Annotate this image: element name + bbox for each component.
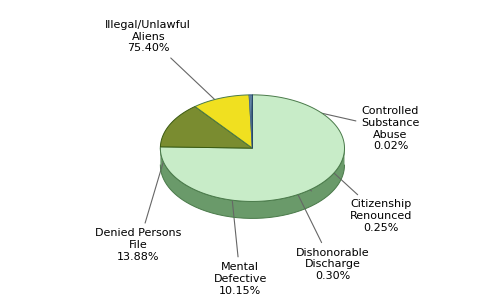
Text: Dishonorable
Discharge
0.30%: Dishonorable Discharge 0.30%	[252, 100, 369, 281]
Text: Denied Persons
File
13.88%: Denied Persons File 13.88%	[96, 128, 182, 262]
Polygon shape	[195, 95, 252, 148]
Text: Illegal/Unlawful
Aliens
75.40%: Illegal/Unlawful Aliens 75.40%	[106, 20, 312, 191]
Polygon shape	[160, 148, 344, 218]
Polygon shape	[160, 106, 252, 148]
Polygon shape	[249, 95, 252, 148]
Text: Citizenship
Renounced
0.25%: Citizenship Renounced 0.25%	[254, 99, 412, 233]
Text: Controlled
Substance
Abuse
0.02%: Controlled Substance Abuse 0.02%	[255, 98, 420, 151]
Polygon shape	[160, 95, 344, 201]
Polygon shape	[251, 95, 252, 148]
Text: Mental
Defective
10.15%: Mental Defective 10.15%	[214, 103, 267, 296]
